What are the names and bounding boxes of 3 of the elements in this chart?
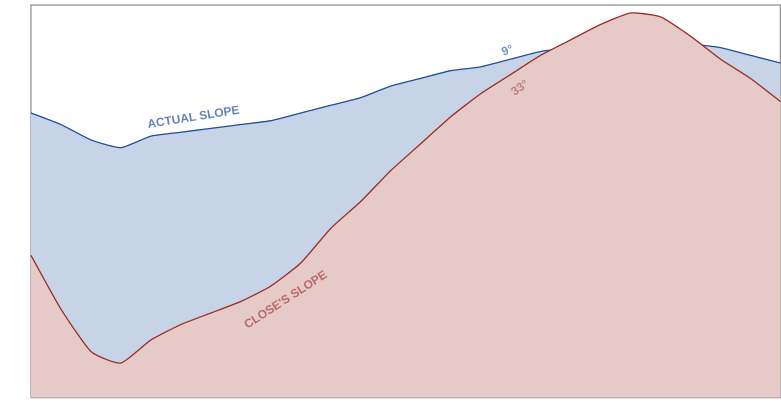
annotation: 33° [511, 80, 526, 96]
series-label: ACTUAL SLOPE [148, 106, 240, 128]
annotation: 9° [502, 44, 512, 56]
